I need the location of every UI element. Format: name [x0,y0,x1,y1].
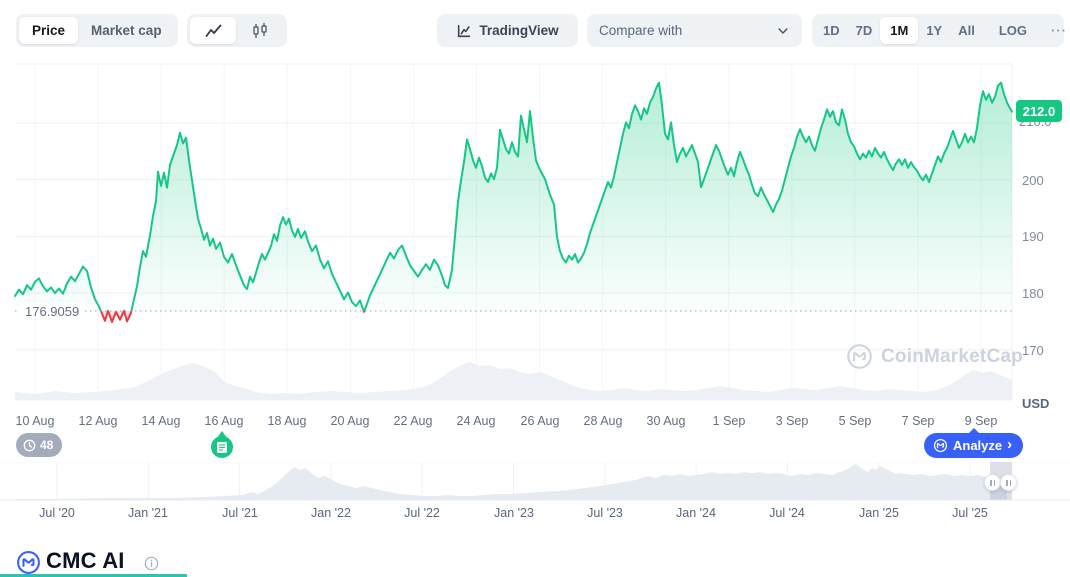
nav-axis-label: Jul '22 [404,506,440,520]
cmc-logo-icon [933,438,948,453]
range-handle-right[interactable] [1000,474,1017,491]
more-options-button[interactable]: ··· [1051,23,1068,38]
nav-axis-label: Jul '21 [222,506,258,520]
coinmarketcap-watermark: CoinMarketCap [846,343,1023,370]
x-axis-label: 16 Aug [204,414,244,428]
log-scale-button[interactable]: LOG [998,23,1028,38]
y-axis-label: 190 [1022,229,1044,244]
x-axis-label: 22 Aug [393,414,433,428]
cmc-ai-logo-icon [17,551,40,574]
nav-axis-label: Jan '25 [859,506,899,520]
cmc-ai-title: CMC AI [46,548,125,573]
x-axis-label: 18 Aug [267,414,307,428]
coinmarketcap-logo-icon [847,344,872,369]
tradingview-icon [458,24,471,37]
market-cap-tab[interactable]: Market cap [91,23,162,38]
range-1d-button[interactable]: 1D [823,23,840,38]
x-axis-label: 7 Sep [901,414,935,428]
price-chart-canvas[interactable] [0,0,1070,460]
compare-with-dropdown[interactable]: Compare with [587,14,802,47]
nav-axis-label: Jul '23 [587,506,623,520]
x-axis-label: 10 Aug [15,414,55,428]
nav-axis-label: Jan '24 [676,506,716,520]
events-count-badge[interactable]: 48 [16,433,63,457]
price-marketcap-toggle: Price Market cap [16,14,178,47]
x-axis-label: 3 Sep [775,414,809,428]
chevron-right-icon: › [1007,436,1013,453]
y-axis-label: 170 [1022,343,1044,358]
x-axis-label: 5 Sep [838,414,872,428]
range-handle-left[interactable] [984,474,1001,491]
news-event-marker[interactable] [211,431,233,458]
nav-axis-label: Jul '24 [769,506,805,520]
y-axis-label: 180 [1022,286,1044,301]
pin-pointer [217,431,227,438]
y-axis-label: 200 [1022,173,1044,188]
timeframe-group: 1D 7D 1M 1Y All LOG ··· [812,14,1066,47]
x-axis-label: 26 Aug [520,414,560,428]
x-axis-label: 30 Aug [646,414,686,428]
nav-axis-label: Jan '21 [128,506,168,520]
x-axis-label: 24 Aug [456,414,496,428]
currency-unit-label: USD [1022,396,1050,411]
candlestick-icon [253,22,267,38]
range-1y-button[interactable]: 1Y [926,23,943,38]
analyze-pointer [968,428,980,434]
nav-axis-label: Jul '25 [952,506,988,520]
candlestick-toggle[interactable] [236,17,284,44]
chart-type-toggle [187,14,287,47]
tradingview-label: TradingView [479,23,559,38]
x-axis-label: 1 Sep [712,414,746,428]
tradingview-button[interactable]: TradingView [437,14,578,47]
x-axis-label: 9 Sep [964,414,998,428]
clock-icon [23,439,36,451]
range-all-button[interactable]: All [958,23,975,38]
reference-low-label: 176.9059 [20,303,85,320]
x-axis-label: 28 Aug [583,414,623,428]
footer-accent-line [0,574,187,577]
nav-axis-label: Jan '22 [311,506,351,520]
nav-axis-label: Jan '23 [494,506,534,520]
line-chart-toggle[interactable] [190,17,236,44]
nav-axis-label: Jul '20 [39,506,75,520]
line-chart-icon [205,24,221,37]
current-price-badge: 212.0 [1016,100,1062,122]
watermark-label: CoinMarketCap [881,345,1023,367]
range-1m-button[interactable]: 1M [880,17,919,44]
price-tab[interactable]: Price [19,17,79,44]
x-axis-label: 14 Aug [141,414,181,428]
document-icon [217,441,227,453]
x-axis-label: 12 Aug [78,414,118,428]
range-7d-button[interactable]: 7D [855,23,873,38]
analyze-label: Analyze [953,438,1003,453]
compare-with-label: Compare with [599,23,683,38]
analyze-button[interactable]: Analyze › [924,428,1024,458]
info-icon[interactable] [144,556,159,571]
events-count: 48 [40,438,54,452]
x-axis-label: 20 Aug [330,414,370,428]
chevron-down-icon [778,27,788,34]
